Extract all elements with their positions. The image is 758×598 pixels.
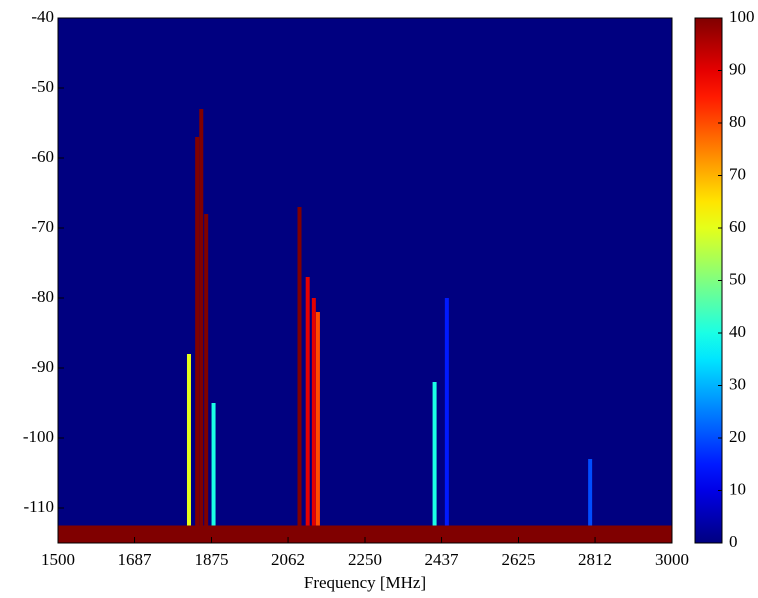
colorbar-tick-label: 0 (729, 532, 738, 551)
x-axis-label: Frequency [MHz] (304, 573, 426, 592)
x-tick-label: 1875 (195, 550, 229, 569)
signal (311, 298, 316, 526)
x-tick-label: 2812 (578, 550, 612, 569)
colorbar-tick-label: 80 (729, 112, 746, 131)
y-tick-label: -80 (31, 287, 54, 306)
colorbar-tick-label: 40 (729, 322, 746, 341)
signal (211, 403, 216, 526)
colorbar-tick-label: 100 (729, 7, 755, 26)
signal (204, 214, 209, 526)
x-tick-label: 2625 (502, 550, 536, 569)
colorbar-tick-label: 60 (729, 217, 746, 236)
colorbar-tick-label: 10 (729, 479, 746, 498)
signal (195, 137, 200, 526)
signal (588, 459, 593, 526)
y-tick-label: -70 (31, 217, 54, 236)
x-tick-label: 2437 (425, 550, 460, 569)
signal (186, 354, 191, 526)
colorbar-tick-label: 20 (729, 427, 746, 446)
colorbar-tick-label: 50 (729, 269, 746, 288)
signal (297, 207, 302, 526)
y-tick-label: -50 (31, 77, 54, 96)
signal (315, 312, 320, 526)
y-tick-label: -40 (31, 7, 54, 26)
x-tick-label: 1500 (41, 550, 75, 569)
colorbar-tick-label: 30 (729, 374, 746, 393)
colorbar-tick-label: 70 (729, 164, 746, 183)
x-tick-label: 2250 (348, 550, 382, 569)
signal (199, 109, 204, 526)
x-tick-label: 2062 (271, 550, 305, 569)
signal (305, 277, 310, 526)
signal (444, 298, 449, 526)
x-tick-label: 3000 (655, 550, 689, 569)
colorbar (694, 17, 723, 544)
x-tick-label: 1687 (118, 550, 153, 569)
colorbar-tick-label: 90 (729, 59, 746, 78)
signal (432, 382, 437, 526)
y-tick-label: -90 (31, 357, 54, 376)
plot-background (58, 18, 672, 543)
y-tick-label: -100 (23, 427, 54, 446)
y-tick-label: -110 (23, 497, 54, 516)
y-tick-label: -60 (31, 147, 54, 166)
